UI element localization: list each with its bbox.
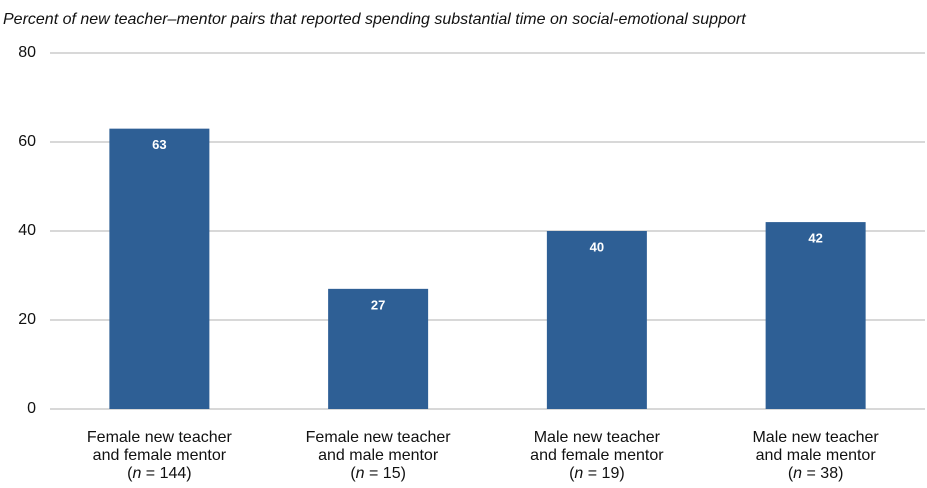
x-tick-label: Female new teacher (306, 429, 452, 446)
x-tick-label: and male mentor (318, 447, 439, 464)
bar (328, 288, 429, 409)
x-tick-label: (n = 15) (350, 465, 406, 482)
x-tick-label: (n = 144) (127, 465, 192, 482)
y-tick-label: 60 (18, 133, 36, 150)
x-tick-label: Male new teacher (534, 429, 661, 446)
y-tick-label: 80 (18, 44, 36, 61)
x-tick-label: and female mentor (93, 447, 227, 464)
x-tick-label: Female new teacher (87, 429, 233, 446)
y-tick-label: 0 (27, 400, 36, 417)
chart-title: Percent of new teacher–mentor pairs that… (3, 11, 746, 28)
y-tick-label: 40 (18, 222, 36, 239)
x-tick-label: and female mentor (530, 447, 664, 464)
bar (546, 231, 647, 409)
data-label: 63 (152, 137, 166, 152)
bar (109, 128, 210, 409)
x-tick-label: (n = 38) (788, 465, 844, 482)
x-tick-label: Male new teacher (752, 429, 879, 446)
x-tick-label: (n = 19) (569, 465, 625, 482)
bar (765, 222, 866, 409)
y-tick-label: 20 (18, 311, 36, 328)
x-tick-label: and male mentor (756, 447, 877, 464)
data-label: 42 (808, 231, 822, 246)
data-label: 40 (590, 239, 604, 254)
data-label: 27 (371, 297, 385, 312)
